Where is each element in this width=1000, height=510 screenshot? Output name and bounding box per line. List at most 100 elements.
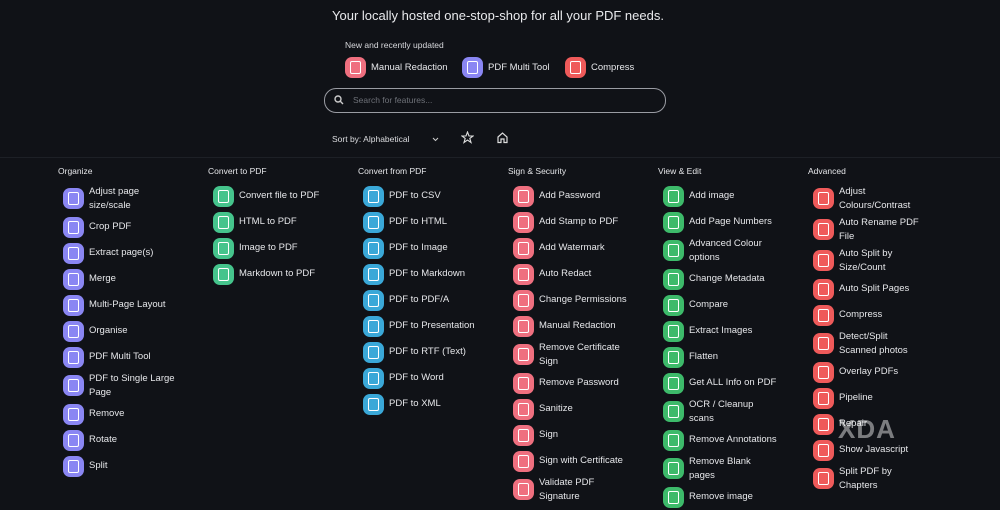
tool-icon	[513, 344, 534, 365]
icon-glyph	[68, 192, 79, 205]
tool-item[interactable]: Add Password	[513, 183, 648, 209]
tool-item[interactable]: Auto Split Pages	[813, 276, 948, 302]
tool-item[interactable]: Remove Password	[513, 370, 648, 396]
tool-item[interactable]: Markdown to PDF	[213, 261, 348, 287]
tool-item[interactable]: Show Javascript	[813, 437, 948, 463]
tool-column: Convert from PDF PDF to CSV PDF to HTML PDF…	[358, 165, 498, 417]
recent-item[interactable]: PDF Multi Tool	[462, 56, 550, 78]
search-box[interactable]: Search for features...	[324, 88, 666, 113]
tool-item[interactable]: PDF to RTF (Text)	[363, 339, 498, 365]
tool-item[interactable]: Sign with Certificate	[513, 448, 648, 474]
tool-item[interactable]: Sanitize	[513, 396, 648, 422]
tool-item[interactable]: Remove Blank pages	[663, 453, 798, 484]
tool-label: Remove Certificate Sign	[539, 342, 620, 367]
tool-item[interactable]: Remove	[63, 401, 198, 427]
tool-item[interactable]: Organise	[63, 318, 198, 344]
tool-label: Merge	[89, 273, 116, 285]
icon-glyph	[368, 293, 379, 307]
tool-item[interactable]: Repair	[813, 411, 948, 437]
tool-item[interactable]: Compress	[813, 302, 948, 328]
tool-label: Split	[89, 460, 108, 472]
favorites-button[interactable]	[461, 131, 474, 144]
tool-label: PDF to Single Large Page	[89, 373, 175, 398]
tool-item[interactable]: PDF to Image	[363, 235, 498, 261]
tool-item[interactable]: PDF to Markdown	[363, 261, 498, 287]
tool-icon	[663, 401, 684, 422]
tool-item[interactable]: PDF to HTML	[363, 209, 498, 235]
tool-item[interactable]: PDF to Single Large Page	[63, 370, 198, 401]
tool-item[interactable]: PDF to XML	[363, 391, 498, 417]
tool-item[interactable]: PDF to Presentation	[363, 313, 498, 339]
tool-item[interactable]: Auto Rename PDF File	[813, 214, 948, 245]
tool-item[interactable]: PDF Multi Tool	[63, 344, 198, 370]
tool-item[interactable]: HTML to PDF	[213, 209, 348, 235]
tool-icon	[513, 372, 534, 394]
icon-glyph	[518, 428, 529, 442]
tool-item[interactable]: PDF to PDF/A	[363, 287, 498, 313]
tool-icon	[363, 393, 384, 415]
tool-label: Add Password	[539, 190, 601, 202]
tool-item[interactable]: Manual Redaction	[513, 313, 648, 339]
tool-item[interactable]: Validate PDF Signature	[513, 474, 648, 505]
icon-glyph	[368, 215, 379, 229]
tool-icon	[213, 211, 234, 233]
icon-glyph	[668, 376, 679, 390]
tool-item[interactable]: Flatten	[663, 344, 798, 370]
tool-label: Detect/Split Scanned photos	[839, 331, 908, 356]
tool-item[interactable]: Sign	[513, 422, 648, 448]
tool-item[interactable]: Add image	[663, 183, 798, 209]
tool-label: Image to PDF	[239, 242, 298, 254]
tool-icon	[513, 263, 534, 285]
tool-item[interactable]: Add Stamp to PDF	[513, 209, 648, 235]
tool-item[interactable]: Auto Redact	[513, 261, 648, 287]
tool-item[interactable]: Compare	[663, 292, 798, 318]
sort-select[interactable]: Sort by: Alphabetical	[332, 134, 439, 144]
tool-item[interactable]: Get ALL Info on PDF	[663, 370, 798, 396]
tool-item[interactable]: Split	[63, 453, 198, 479]
tool-icon	[663, 486, 684, 508]
tool-item[interactable]: Multi-Page Layout	[63, 292, 198, 318]
tool-item[interactable]: Split PDF by Chapters	[813, 463, 948, 494]
tool-item[interactable]: Remove Certificate Sign	[513, 339, 648, 370]
home-button[interactable]	[496, 131, 509, 144]
tool-item[interactable]: Adjust Colours/Contrast	[813, 183, 948, 214]
tool-icon	[513, 315, 534, 337]
tool-label: Remove Blank pages	[689, 456, 751, 481]
tool-item[interactable]: Change Metadata	[663, 266, 798, 292]
tool-item[interactable]: Rotate	[63, 427, 198, 453]
tool-item[interactable]: OCR / Cleanup scans	[663, 396, 798, 427]
tool-item[interactable]: Pipeline	[813, 385, 948, 411]
tool-item[interactable]: Remove image	[663, 484, 798, 510]
tool-item[interactable]: Extract page(s)	[63, 240, 198, 266]
tool-label: Change Permissions	[539, 294, 627, 306]
icon-glyph	[668, 298, 679, 312]
icon-glyph	[818, 254, 829, 267]
tool-item[interactable]: Advanced Colour options	[663, 235, 798, 266]
icon-glyph	[818, 365, 829, 379]
tool-item[interactable]: Merge	[63, 266, 198, 292]
recent-item[interactable]: Compress	[565, 56, 634, 78]
tool-item[interactable]: Remove Annotations	[663, 427, 798, 453]
icon-glyph	[518, 454, 529, 468]
recent-item[interactable]: Manual Redaction	[345, 56, 448, 78]
tool-item[interactable]: PDF to CSV	[363, 183, 498, 209]
tool-item[interactable]: Convert file to PDF	[213, 183, 348, 209]
tool-item[interactable]: Image to PDF	[213, 235, 348, 261]
tool-label: PDF to Word	[389, 372, 444, 384]
icon-glyph	[368, 267, 379, 281]
tool-item[interactable]: Extract Images	[663, 318, 798, 344]
tool-item[interactable]: PDF to Word	[363, 365, 498, 391]
tool-item[interactable]: Add Page Numbers	[663, 209, 798, 235]
tool-icon	[663, 372, 684, 394]
icon-glyph	[518, 348, 529, 361]
icon-glyph	[818, 223, 829, 236]
tool-item[interactable]: Add Watermark	[513, 235, 648, 261]
tool-item[interactable]: Adjust page size/scale	[63, 183, 198, 214]
tool-item[interactable]: Change Permissions	[513, 287, 648, 313]
tool-icon	[213, 237, 234, 259]
tool-item[interactable]: Overlay PDFs	[813, 359, 948, 385]
tool-item[interactable]: Crop PDF	[63, 214, 198, 240]
tool-item[interactable]: Detect/Split Scanned photos	[813, 328, 948, 359]
tool-item[interactable]: Auto Split by Size/Count	[813, 245, 948, 276]
icon-glyph	[68, 379, 79, 392]
